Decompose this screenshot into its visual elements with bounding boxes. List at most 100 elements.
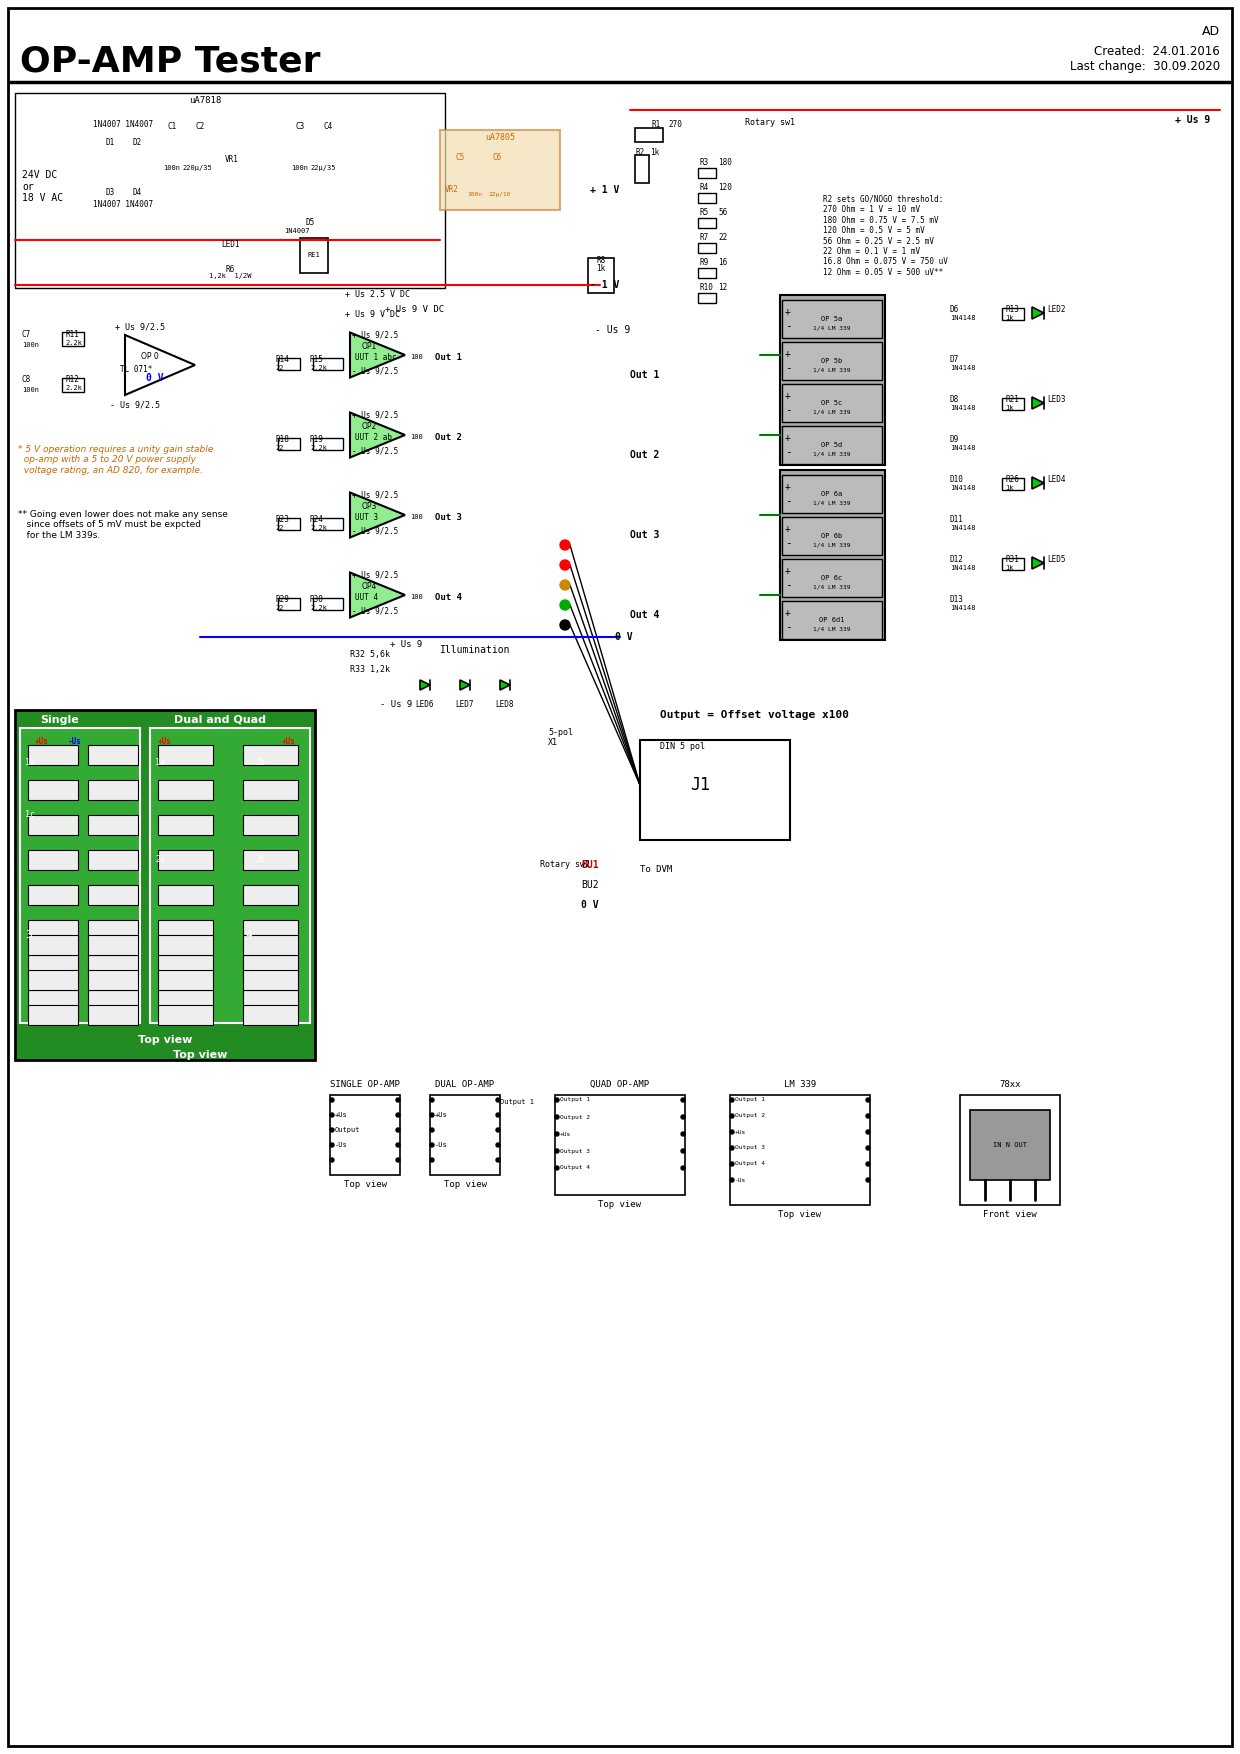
Bar	[243, 816, 298, 835]
Text: R13: R13	[1004, 305, 1019, 314]
Text: Out 4: Out 4	[435, 593, 461, 602]
Text: R19: R19	[310, 435, 324, 444]
Text: 1N4148: 1N4148	[950, 486, 976, 491]
Text: Top view: Top view	[138, 1035, 192, 1045]
Circle shape	[866, 1098, 870, 1102]
Bar	[312, 517, 343, 530]
Text: 2.2k: 2.2k	[310, 524, 327, 531]
Bar	[157, 745, 213, 765]
Bar	[88, 816, 138, 835]
Text: 270: 270	[668, 119, 682, 130]
Text: Rotary sw2: Rotary sw2	[539, 859, 590, 868]
Text: Output 1: Output 1	[500, 1100, 534, 1105]
Text: OP1: OP1	[362, 342, 377, 351]
Text: R31: R31	[1004, 554, 1019, 565]
Bar	[430, 1094, 500, 1175]
Text: R2 sets GO/NOGO threshold:
270 Ohm = 1 V = 10 mV
180 Ohm = 0.75 V = 7.5 mV
120 O: R2 sets GO/NOGO threshold: 270 Ohm = 1 V…	[823, 195, 947, 277]
Bar	[157, 989, 213, 1010]
Text: 100n: 100n	[22, 342, 38, 347]
Text: OP 5c: OP 5c	[821, 400, 843, 405]
Text: R15: R15	[310, 354, 324, 365]
Circle shape	[330, 1128, 334, 1131]
Text: D1: D1	[105, 139, 114, 147]
Text: 2.2k: 2.2k	[310, 446, 327, 451]
Text: +: +	[785, 349, 791, 360]
Text: -Us: -Us	[435, 1142, 448, 1149]
Text: +Us: +Us	[735, 1130, 746, 1135]
Bar	[29, 781, 78, 800]
Text: 1/4 LM 339: 1/4 LM 339	[813, 500, 851, 505]
Text: Out 4: Out 4	[630, 610, 660, 619]
Bar	[782, 475, 882, 512]
Text: +: +	[785, 307, 791, 317]
Text: * 5 V operation requires a unity gain stable
  op-amp with a 5 to 20 V power sup: * 5 V operation requires a unity gain st…	[19, 446, 213, 475]
Text: +Us: +Us	[560, 1131, 572, 1137]
Circle shape	[866, 1145, 870, 1151]
Text: 1b: 1b	[25, 758, 35, 766]
Text: OP2: OP2	[362, 423, 377, 431]
Text: 2.2k: 2.2k	[310, 605, 327, 610]
Text: 1c: 1c	[25, 810, 35, 819]
Text: 220µ/35: 220µ/35	[182, 165, 212, 170]
Text: 1k: 1k	[650, 147, 660, 158]
Text: OP 6b: OP 6b	[821, 533, 843, 538]
Bar	[243, 935, 298, 954]
Text: Out 3: Out 3	[435, 512, 461, 521]
Circle shape	[866, 1130, 870, 1135]
Bar	[157, 970, 213, 989]
Text: -: -	[785, 496, 791, 505]
Circle shape	[556, 1116, 559, 1119]
Bar	[278, 358, 300, 370]
Circle shape	[330, 1098, 334, 1102]
Text: Output 1: Output 1	[560, 1098, 590, 1103]
Text: 0 V: 0 V	[615, 631, 632, 642]
Text: 22: 22	[275, 446, 284, 451]
Text: + 1 V: + 1 V	[590, 184, 619, 195]
Circle shape	[430, 1098, 434, 1102]
Text: 100n: 100n	[291, 165, 309, 170]
Circle shape	[330, 1144, 334, 1147]
Text: VR2: VR2	[445, 184, 459, 195]
Text: D4: D4	[133, 188, 141, 196]
Text: 1N4007: 1N4007	[284, 228, 310, 233]
Text: +: +	[785, 567, 791, 575]
Text: 22: 22	[718, 233, 727, 242]
Text: +Us: +Us	[435, 1112, 448, 1117]
Bar	[29, 1005, 78, 1024]
Text: Last change:  30.09.2020: Last change: 30.09.2020	[1070, 60, 1220, 74]
Text: 100: 100	[410, 595, 423, 600]
Text: + Us 9: + Us 9	[1176, 116, 1210, 125]
Text: 3: 3	[25, 930, 32, 940]
Polygon shape	[1032, 307, 1044, 319]
Text: D8: D8	[950, 395, 960, 403]
Bar	[62, 379, 84, 391]
Text: + Us 9/2.5: + Us 9/2.5	[352, 570, 398, 579]
Text: 2.2k: 2.2k	[64, 340, 82, 346]
Text: 1/4 LM 339: 1/4 LM 339	[813, 626, 851, 631]
Text: To DVM: To DVM	[640, 865, 672, 873]
Text: C7: C7	[22, 330, 31, 339]
Text: IN N OUT: IN N OUT	[993, 1142, 1027, 1149]
Text: 1N4148: 1N4148	[950, 316, 976, 321]
Bar	[88, 886, 138, 905]
Bar	[698, 217, 715, 228]
Text: 100n: 100n	[164, 165, 181, 170]
Bar	[556, 1094, 684, 1194]
Text: 4: 4	[246, 930, 252, 940]
Bar	[312, 598, 343, 610]
Text: R4: R4	[701, 182, 709, 191]
Text: OP3: OP3	[362, 502, 377, 510]
Bar	[698, 193, 715, 203]
Polygon shape	[350, 572, 405, 617]
Text: 22µ/35: 22µ/35	[310, 165, 336, 170]
Bar	[970, 1110, 1050, 1180]
Text: R18: R18	[275, 435, 289, 444]
Circle shape	[396, 1098, 401, 1102]
Text: 1N4148: 1N4148	[950, 446, 976, 451]
Text: Rotary sw1: Rotary sw1	[745, 118, 795, 126]
Circle shape	[556, 1149, 559, 1152]
Text: - Us 9/2.5: - Us 9/2.5	[352, 367, 398, 375]
Text: LED7: LED7	[456, 700, 474, 709]
Text: - Us 9/2.5: - Us 9/2.5	[352, 447, 398, 456]
Bar	[782, 602, 882, 638]
